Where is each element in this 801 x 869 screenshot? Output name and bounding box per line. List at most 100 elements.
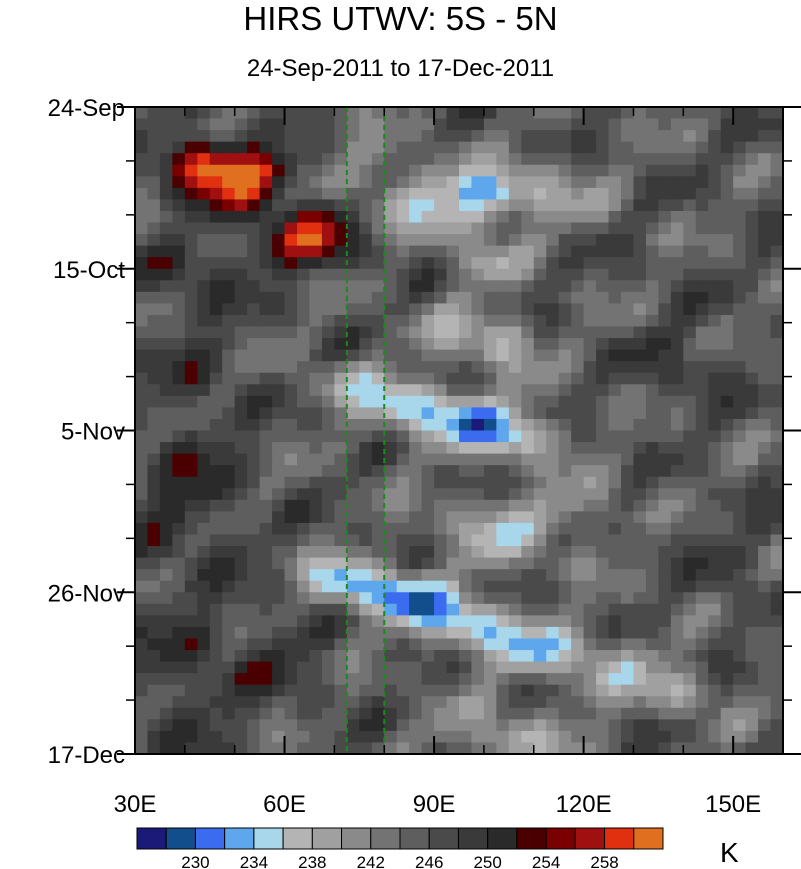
heatmap-cell xyxy=(346,199,360,212)
heatmap-cell xyxy=(247,234,261,247)
heatmap-cell xyxy=(496,569,510,582)
heatmap-cell xyxy=(272,222,286,235)
heatmap-cell xyxy=(409,465,423,478)
heatmap-cell xyxy=(683,418,697,432)
heatmap-cell xyxy=(658,222,672,235)
heatmap-cell xyxy=(608,176,622,189)
heatmap-cell xyxy=(272,107,286,120)
heatmap-cell xyxy=(770,615,783,628)
heatmap-cell xyxy=(359,569,373,582)
heatmap-cell xyxy=(421,499,435,512)
heatmap-cell xyxy=(508,314,522,328)
heatmap-cell xyxy=(546,245,560,258)
heatmap-cell xyxy=(758,280,772,293)
heatmap-cell xyxy=(371,707,385,720)
heatmap-cell xyxy=(708,488,722,501)
heatmap-cell xyxy=(459,638,473,651)
heatmap-cell xyxy=(234,222,248,235)
heatmap-cell xyxy=(533,534,547,547)
heatmap-cell xyxy=(421,673,435,686)
heatmap-cell xyxy=(172,280,186,293)
heatmap-cell xyxy=(446,338,460,351)
heatmap-cell xyxy=(708,696,722,709)
heatmap-cell xyxy=(596,719,610,732)
heatmap-cell xyxy=(633,719,647,732)
heatmap-cell xyxy=(708,476,722,489)
heatmap-cell xyxy=(222,303,236,316)
heatmap-cell xyxy=(135,141,149,154)
heatmap-cell xyxy=(434,603,448,616)
heatmap-cell xyxy=(533,661,547,674)
heatmap-cell xyxy=(434,453,448,466)
heatmap-cell xyxy=(471,118,485,131)
heatmap-cell xyxy=(434,361,448,374)
heatmap-cell xyxy=(384,407,398,420)
heatmap-cell xyxy=(508,210,522,224)
heatmap-cell xyxy=(222,349,236,362)
heatmap-cell xyxy=(346,696,360,709)
heatmap-cell xyxy=(708,234,722,247)
heatmap-cell xyxy=(209,338,223,351)
heatmap-cell xyxy=(596,499,610,512)
heatmap-cell xyxy=(135,615,149,628)
heatmap-cell xyxy=(546,499,560,512)
heatmap-cell xyxy=(633,118,647,131)
heatmap-cell xyxy=(583,176,597,189)
heatmap-cell xyxy=(284,580,298,593)
heatmap-cell xyxy=(521,557,535,570)
heatmap-cell xyxy=(645,303,659,316)
heatmap-cell xyxy=(533,118,547,131)
heatmap-cell xyxy=(396,395,410,408)
heatmap-cell xyxy=(184,291,198,305)
heatmap-cell xyxy=(546,372,560,385)
heatmap-cell xyxy=(608,210,622,224)
heatmap-cell xyxy=(434,511,448,524)
heatmap-plot-area xyxy=(135,107,783,754)
heatmap-cell xyxy=(297,696,311,709)
heatmap-cell xyxy=(346,638,360,651)
heatmap-cell xyxy=(683,511,697,524)
heatmap-cell xyxy=(396,407,410,420)
heatmap-cell xyxy=(770,488,783,501)
heatmap-cell xyxy=(259,164,273,177)
heatmap-cell xyxy=(359,465,373,478)
heatmap-cell xyxy=(334,303,348,316)
heatmap-cell xyxy=(533,280,547,293)
heatmap-cell xyxy=(434,338,448,351)
heatmap-cell xyxy=(459,384,473,397)
colorbar-swatch xyxy=(428,827,459,850)
heatmap-cell xyxy=(446,210,460,224)
heatmap-cell xyxy=(758,176,772,189)
heatmap-cell xyxy=(446,257,460,270)
heatmap-cell xyxy=(633,730,647,744)
heatmap-cell xyxy=(172,176,186,189)
heatmap-cell xyxy=(197,661,211,674)
heatmap-cell xyxy=(596,534,610,547)
heatmap-cell xyxy=(396,153,410,166)
heatmap-cell xyxy=(608,222,622,235)
heatmap-cell xyxy=(695,742,709,754)
heatmap-cell xyxy=(583,557,597,570)
heatmap-cell xyxy=(596,650,610,663)
heatmap-cell xyxy=(409,557,423,570)
heatmap-cell xyxy=(309,707,323,720)
heatmap-cell xyxy=(683,153,697,166)
heatmap-cell xyxy=(708,650,722,663)
heatmap-cell xyxy=(683,546,697,559)
heatmap-cell xyxy=(371,580,385,593)
heatmap-cell xyxy=(745,222,759,235)
heatmap-cell xyxy=(533,303,547,316)
heatmap-cell xyxy=(421,395,435,408)
heatmap-cell xyxy=(446,626,460,640)
heatmap-cell xyxy=(284,268,298,281)
heatmap-cell xyxy=(396,222,410,235)
heatmap-cell xyxy=(533,499,547,512)
heatmap-cell xyxy=(521,580,535,593)
heatmap-cell xyxy=(197,291,211,305)
heatmap-cell xyxy=(147,153,161,166)
heatmap-cell xyxy=(633,499,647,512)
heatmap-cell xyxy=(645,164,659,177)
heatmap-cell xyxy=(471,465,485,478)
heatmap-cell xyxy=(633,176,647,189)
heatmap-cell xyxy=(396,719,410,732)
